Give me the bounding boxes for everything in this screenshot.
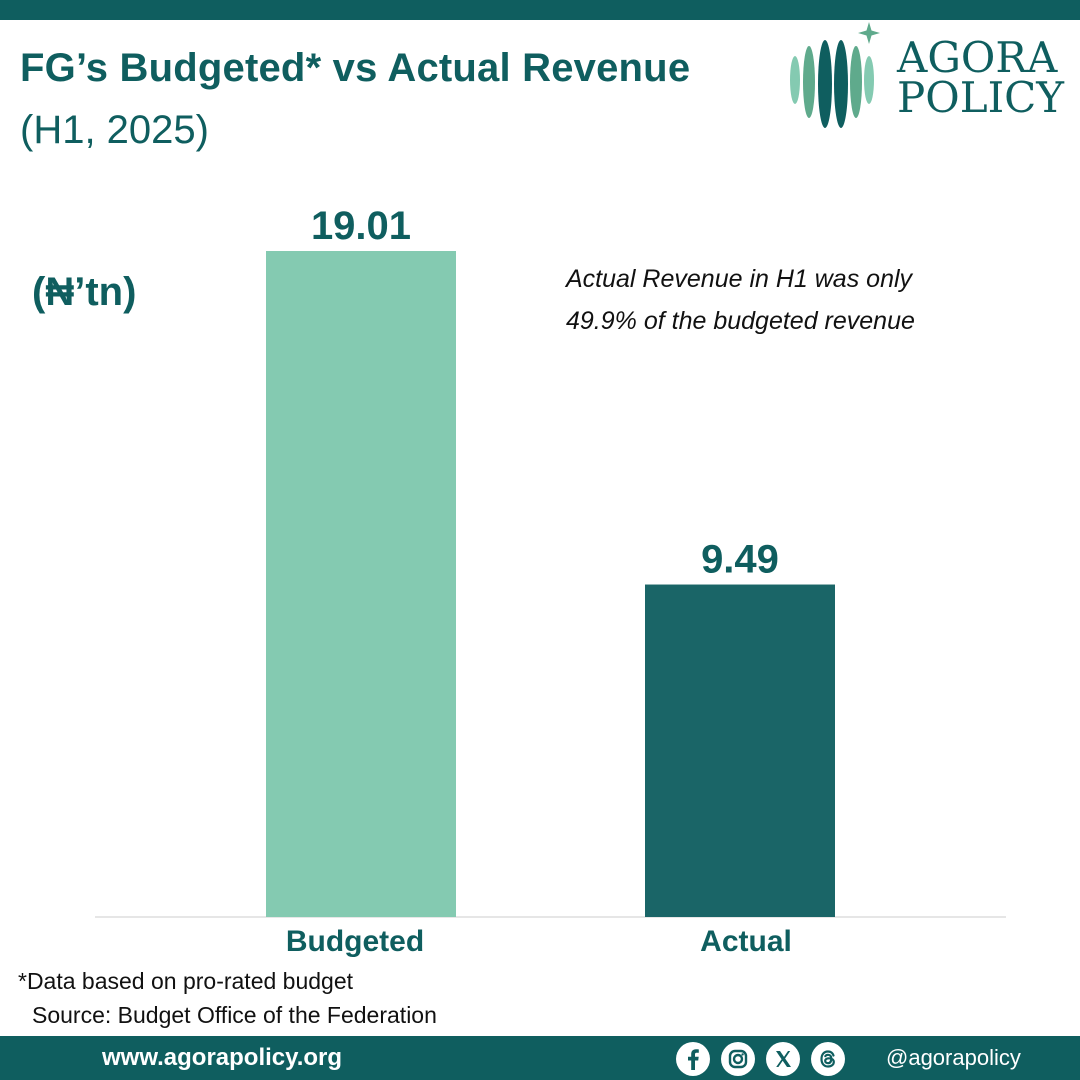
footnote-note: *Data based on pro-rated budget (18, 968, 354, 994)
website-link[interactable]: www.agorapolicy.org (102, 1044, 343, 1071)
annotation-line-2: 49.9% of the budgeted revenue (566, 307, 915, 335)
logo-wordmark: AGORA POLICY (897, 33, 1065, 122)
logo-line-1: AGORA (897, 33, 1058, 82)
footnote-source: Source: Budget Office of the Federation (32, 1002, 437, 1028)
page-subtitle: (H1, 2025) (20, 108, 209, 152)
instagram-icon[interactable] (721, 1042, 755, 1076)
logo-mark-icon (790, 22, 880, 128)
footer-bar: www.agorapolicy.org @agorapolicy (0, 1036, 1080, 1080)
category-label-budgeted: Budgeted (286, 925, 424, 958)
bar-budgeted (266, 251, 456, 917)
x-icon[interactable] (766, 1042, 800, 1076)
footnote: *Data based on pro-rated budget Source: … (18, 964, 437, 1032)
chart-annotation: Actual Revenue in H1 was only 49.9% of t… (566, 258, 1006, 342)
category-label-actual: Actual (700, 925, 792, 958)
social-links (676, 1042, 856, 1076)
value-label-budgeted: 19.01 (311, 204, 411, 248)
page-title: FG’s Budgeted* vs Actual Revenue (20, 46, 691, 90)
y-axis-unit-label: (₦’tn) (32, 270, 137, 314)
facebook-icon[interactable] (676, 1042, 710, 1076)
bar-actual (645, 584, 835, 917)
logo-line-2: POLICY (897, 73, 1065, 122)
annotation-line-1: Actual Revenue in H1 was only (566, 265, 913, 293)
top-bar (0, 0, 1080, 20)
agora-policy-logo: AGORA POLICY (785, 22, 1075, 132)
threads-icon[interactable] (811, 1042, 845, 1076)
social-handle[interactable]: @agorapolicy (886, 1045, 1021, 1070)
value-label-actual: 9.49 (701, 538, 779, 582)
